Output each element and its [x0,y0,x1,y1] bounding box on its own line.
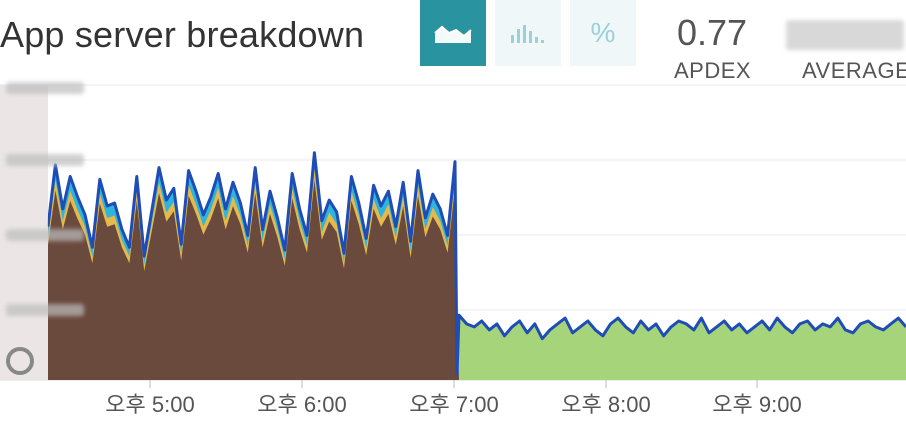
x-axis: 오후 5:00 오후 6:00 오후 7:00 오후 8:00 오후 9:00 [105,380,802,417]
average-label: AVERAGE [802,58,906,83]
area-chart-icon [434,25,472,43]
page-title: App server breakdown [0,14,365,55]
series-brown-area [48,180,455,380]
area-chart-view-button[interactable] [420,0,486,66]
x-tick-label: 오후 7:00 [409,392,498,417]
y-axis-label-redacted [6,154,84,166]
left-blurred-panel [0,82,84,380]
percent-icon: % [590,17,616,48]
histogram-view-button[interactable] [495,0,561,66]
series-total-line [46,151,906,376]
y-axis-label-redacted [6,229,84,241]
x-tick-label: 오후 9:00 [712,392,801,417]
apdex-label: APDEX [674,58,752,83]
y-axis-label-redacted [6,304,84,316]
circle-icon [6,347,34,375]
x-tick-label: 오후 5:00 [105,392,194,417]
chart-series [46,151,906,380]
x-tick-label: 오후 6:00 [257,392,346,417]
percent-view-button[interactable]: % [570,0,636,66]
apdex-value: 0.77 [677,12,748,53]
y-axis-label-redacted [6,82,84,94]
average-value-redacted [786,20,904,50]
x-tick-label: 오후 8:00 [561,392,650,417]
histogram-icon [511,25,544,43]
series-green-area [459,315,906,380]
